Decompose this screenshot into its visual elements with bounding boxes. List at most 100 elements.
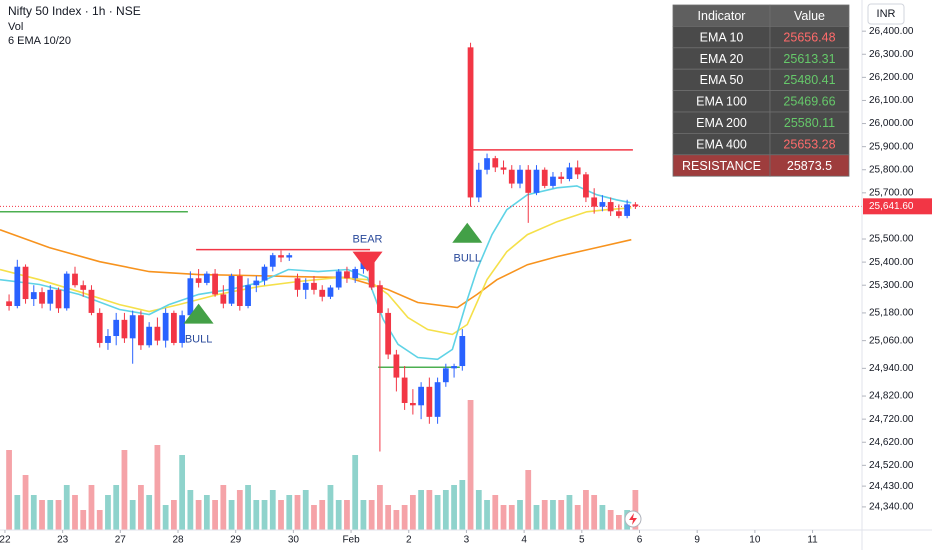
y-tick-label: 25,180.00 [869, 308, 914, 319]
volume-bar [269, 490, 276, 530]
volume-bar [195, 500, 202, 530]
table-header: Value [794, 9, 825, 23]
candle-body [269, 255, 276, 267]
y-tick-label: 24,520.00 [869, 460, 914, 471]
volume-bar [533, 505, 540, 530]
volume-bar [442, 490, 449, 530]
volume-bar [294, 495, 301, 530]
volume-bar [113, 485, 120, 530]
ema-line [0, 207, 632, 336]
price-axis-bg [863, 26, 932, 529]
candle-body [352, 269, 359, 279]
volume-bar [80, 510, 87, 530]
volume-bar [352, 455, 359, 530]
currency-box[interactable] [867, 3, 905, 25]
axes-layer: 26,400.00 26,300.00 26,200.00 26,100.00 26,0… [0, 26, 932, 546]
volume-bar [47, 500, 54, 530]
last-price-box [863, 198, 932, 215]
volume-bar [492, 495, 499, 530]
volume-bar [434, 495, 441, 530]
candle-body [80, 285, 87, 290]
volume-bar [344, 500, 350, 530]
volume-bar [566, 495, 573, 530]
candle-body [525, 169, 532, 193]
candle-body [311, 282, 317, 290]
table-label: EMA 50 [700, 73, 744, 87]
candle-body [253, 280, 260, 286]
table-value: 25653.28 [783, 137, 835, 151]
candle-body [203, 273, 210, 283]
candle-body [146, 326, 153, 346]
candle-body [327, 287, 334, 297]
volume-bar [583, 490, 589, 530]
volume-bar [632, 490, 639, 530]
candle-body [550, 176, 556, 186]
volume-bar [368, 500, 375, 530]
volume-bar [574, 505, 581, 530]
y-tick-label: 26,200.00 [869, 72, 914, 83]
candle-body [607, 202, 614, 212]
candle-body [179, 315, 186, 343]
candle-body [22, 266, 29, 300]
volume-bar [360, 500, 367, 530]
volume-bar [541, 500, 548, 530]
volume-bar [393, 510, 400, 530]
table-label: EMA 10 [700, 30, 744, 44]
volume-bar [138, 485, 144, 530]
table-label: EMA 100 [696, 95, 747, 109]
x-tick-label: 5 [579, 535, 585, 546]
table-value: 25469.66 [783, 95, 835, 109]
y-tick-label: 24,620.00 [869, 437, 914, 448]
volume-bar [451, 485, 457, 530]
table-label: EMA 400 [696, 137, 747, 151]
candle-body [96, 312, 103, 343]
y-tick-label: 25,300.00 [869, 280, 914, 291]
volume-bar [146, 495, 153, 530]
volume-bar [616, 515, 622, 530]
candle-body [533, 169, 540, 193]
volume-bar [401, 505, 408, 530]
candle-body [541, 169, 548, 186]
candle-body [6, 301, 12, 306]
volume-bar [179, 455, 186, 530]
candle-body [14, 266, 21, 306]
signal-label: BULL [185, 334, 213, 346]
signal-marker [183, 303, 214, 324]
candle-body [170, 312, 177, 343]
table-value: 25480.41 [783, 73, 835, 87]
candle-body [599, 202, 606, 207]
table-label: RESISTANCE [682, 159, 761, 173]
candle-body [409, 402, 416, 406]
volume-bar [319, 500, 326, 530]
candle-body [129, 315, 136, 339]
volume-bar [475, 490, 482, 530]
volume-bar [385, 505, 392, 530]
candle-body [459, 336, 466, 367]
volume-bar [525, 470, 532, 530]
y-tick-label: 26,000.00 [869, 118, 914, 129]
table-value: 25656.48 [783, 30, 835, 44]
candle-body [72, 273, 78, 286]
candle-body [434, 382, 441, 417]
candle-body [278, 255, 284, 258]
candle-body [616, 211, 622, 216]
volume-bar [245, 485, 251, 530]
candle-body [377, 285, 383, 313]
candle-body [220, 294, 227, 304]
candle-body [162, 312, 169, 341]
volume-bar [6, 450, 12, 530]
candle-body [30, 292, 37, 300]
candle-body [442, 368, 449, 383]
volume-bar [105, 495, 111, 530]
volume-bar [459, 480, 466, 530]
x-tick-label: 11 [807, 535, 818, 546]
candle-body [187, 278, 194, 316]
plot-layer: BULL BEAR BULL [0, 42, 862, 452]
candle-body [508, 169, 515, 184]
candle-body [63, 273, 70, 309]
volume-bar [187, 490, 194, 530]
signal-marker [352, 251, 383, 272]
table-value: 25580.11 [784, 116, 835, 130]
volume-bar [212, 500, 218, 530]
legend-item: 6 EMA 10/20 [8, 35, 71, 47]
